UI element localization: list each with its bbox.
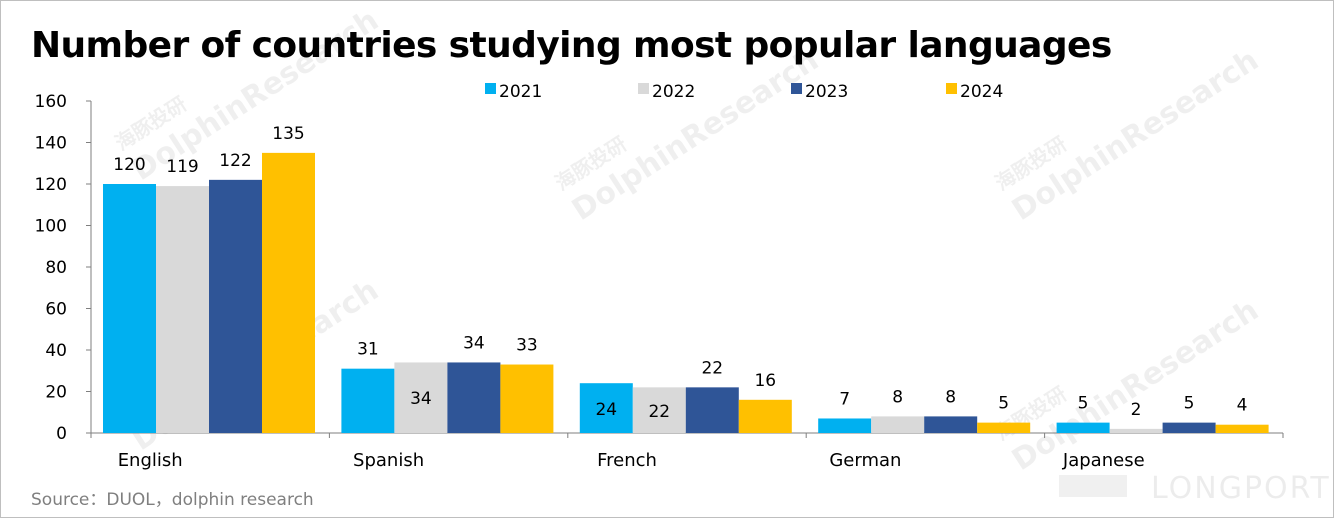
watermark: 海豚投研 DolphinResearch [991, 43, 1265, 228]
legend-label: 2021 [499, 82, 542, 102]
data-label: 122 [219, 151, 251, 171]
bar [447, 362, 501, 433]
y-tick-label: 80 [45, 258, 67, 278]
watermark: 海豚投研 DolphinResearch [551, 43, 825, 228]
bar [341, 368, 395, 433]
data-label: 8 [945, 387, 956, 407]
data-label: 34 [463, 333, 485, 353]
brand-logo-icon [1059, 475, 1127, 497]
data-label: 8 [892, 387, 903, 407]
data-label: 5 [1078, 394, 1089, 414]
watermark-brand: LONGPORT [1151, 471, 1331, 506]
bar [1215, 424, 1269, 433]
bar [632, 387, 686, 433]
data-label: 33 [516, 336, 538, 356]
data-label: 119 [166, 157, 198, 177]
bar [924, 416, 978, 433]
legend-label: 2024 [960, 82, 1003, 102]
data-label: 34 [410, 389, 432, 409]
data-label: 5 [998, 394, 1009, 414]
bar [871, 416, 925, 433]
bar [1056, 422, 1110, 433]
data-label: 4 [1237, 396, 1248, 416]
y-tick-label: 160 [35, 92, 67, 112]
category-label: French [597, 450, 657, 471]
data-label: 2 [1131, 400, 1142, 420]
legend-label: 2023 [805, 82, 848, 102]
bar [156, 186, 209, 433]
data-label: 31 [357, 340, 379, 360]
data-label: 120 [113, 155, 145, 175]
bar [579, 383, 633, 433]
watermark-en: DolphinResearch [1006, 43, 1265, 228]
bar [685, 387, 739, 433]
data-label: 135 [272, 124, 304, 144]
legend-label: 2022 [652, 82, 695, 102]
bar [103, 184, 156, 433]
bar [394, 362, 448, 433]
watermark: 海豚投研 DolphinResearch [991, 293, 1265, 478]
data-label: 24 [595, 400, 617, 420]
bar [1162, 422, 1216, 433]
bar [209, 179, 262, 433]
category-label: Japanese [1062, 450, 1145, 471]
bar [977, 422, 1031, 433]
category-label: German [829, 450, 901, 471]
bars [103, 152, 1269, 433]
y-tick-label: 140 [35, 134, 67, 154]
category-label: Spanish [353, 450, 424, 471]
legend-swatch [638, 83, 649, 94]
y-tick-label: 0 [56, 424, 67, 444]
y-tick-label: 20 [45, 383, 67, 403]
y-tick-label: 120 [35, 175, 67, 195]
legend-swatch [946, 83, 957, 94]
data-labels: 120 31 24 7 5 119 34 22 8 2 122 34 22 8 5 135 33 16 5 4 [113, 124, 1247, 422]
data-label: 22 [648, 402, 670, 422]
legend-swatch [791, 83, 802, 94]
data-label: 7 [839, 389, 850, 409]
category-label: English [118, 450, 183, 471]
bar [738, 399, 792, 433]
data-label: 22 [701, 358, 723, 378]
data-label: 16 [754, 371, 776, 391]
data-label: 5 [1184, 394, 1195, 414]
bar [818, 418, 872, 433]
bar [500, 364, 554, 433]
source-note: Source：DUOL，dolphin research [31, 490, 314, 510]
legend-swatch [485, 83, 496, 94]
y-tick-label: 40 [45, 341, 67, 361]
watermark-en: DolphinResearch [566, 43, 825, 228]
legend: 2021 2022 2023 2024 [485, 82, 1003, 102]
watermark-en: DolphinResearch [126, 3, 385, 188]
y-tick-label: 100 [35, 217, 67, 237]
y-tick-label: 60 [45, 300, 67, 320]
chart-title: Number of countries studying most popula… [31, 25, 1112, 66]
bar [262, 152, 315, 433]
bar [1109, 428, 1163, 433]
